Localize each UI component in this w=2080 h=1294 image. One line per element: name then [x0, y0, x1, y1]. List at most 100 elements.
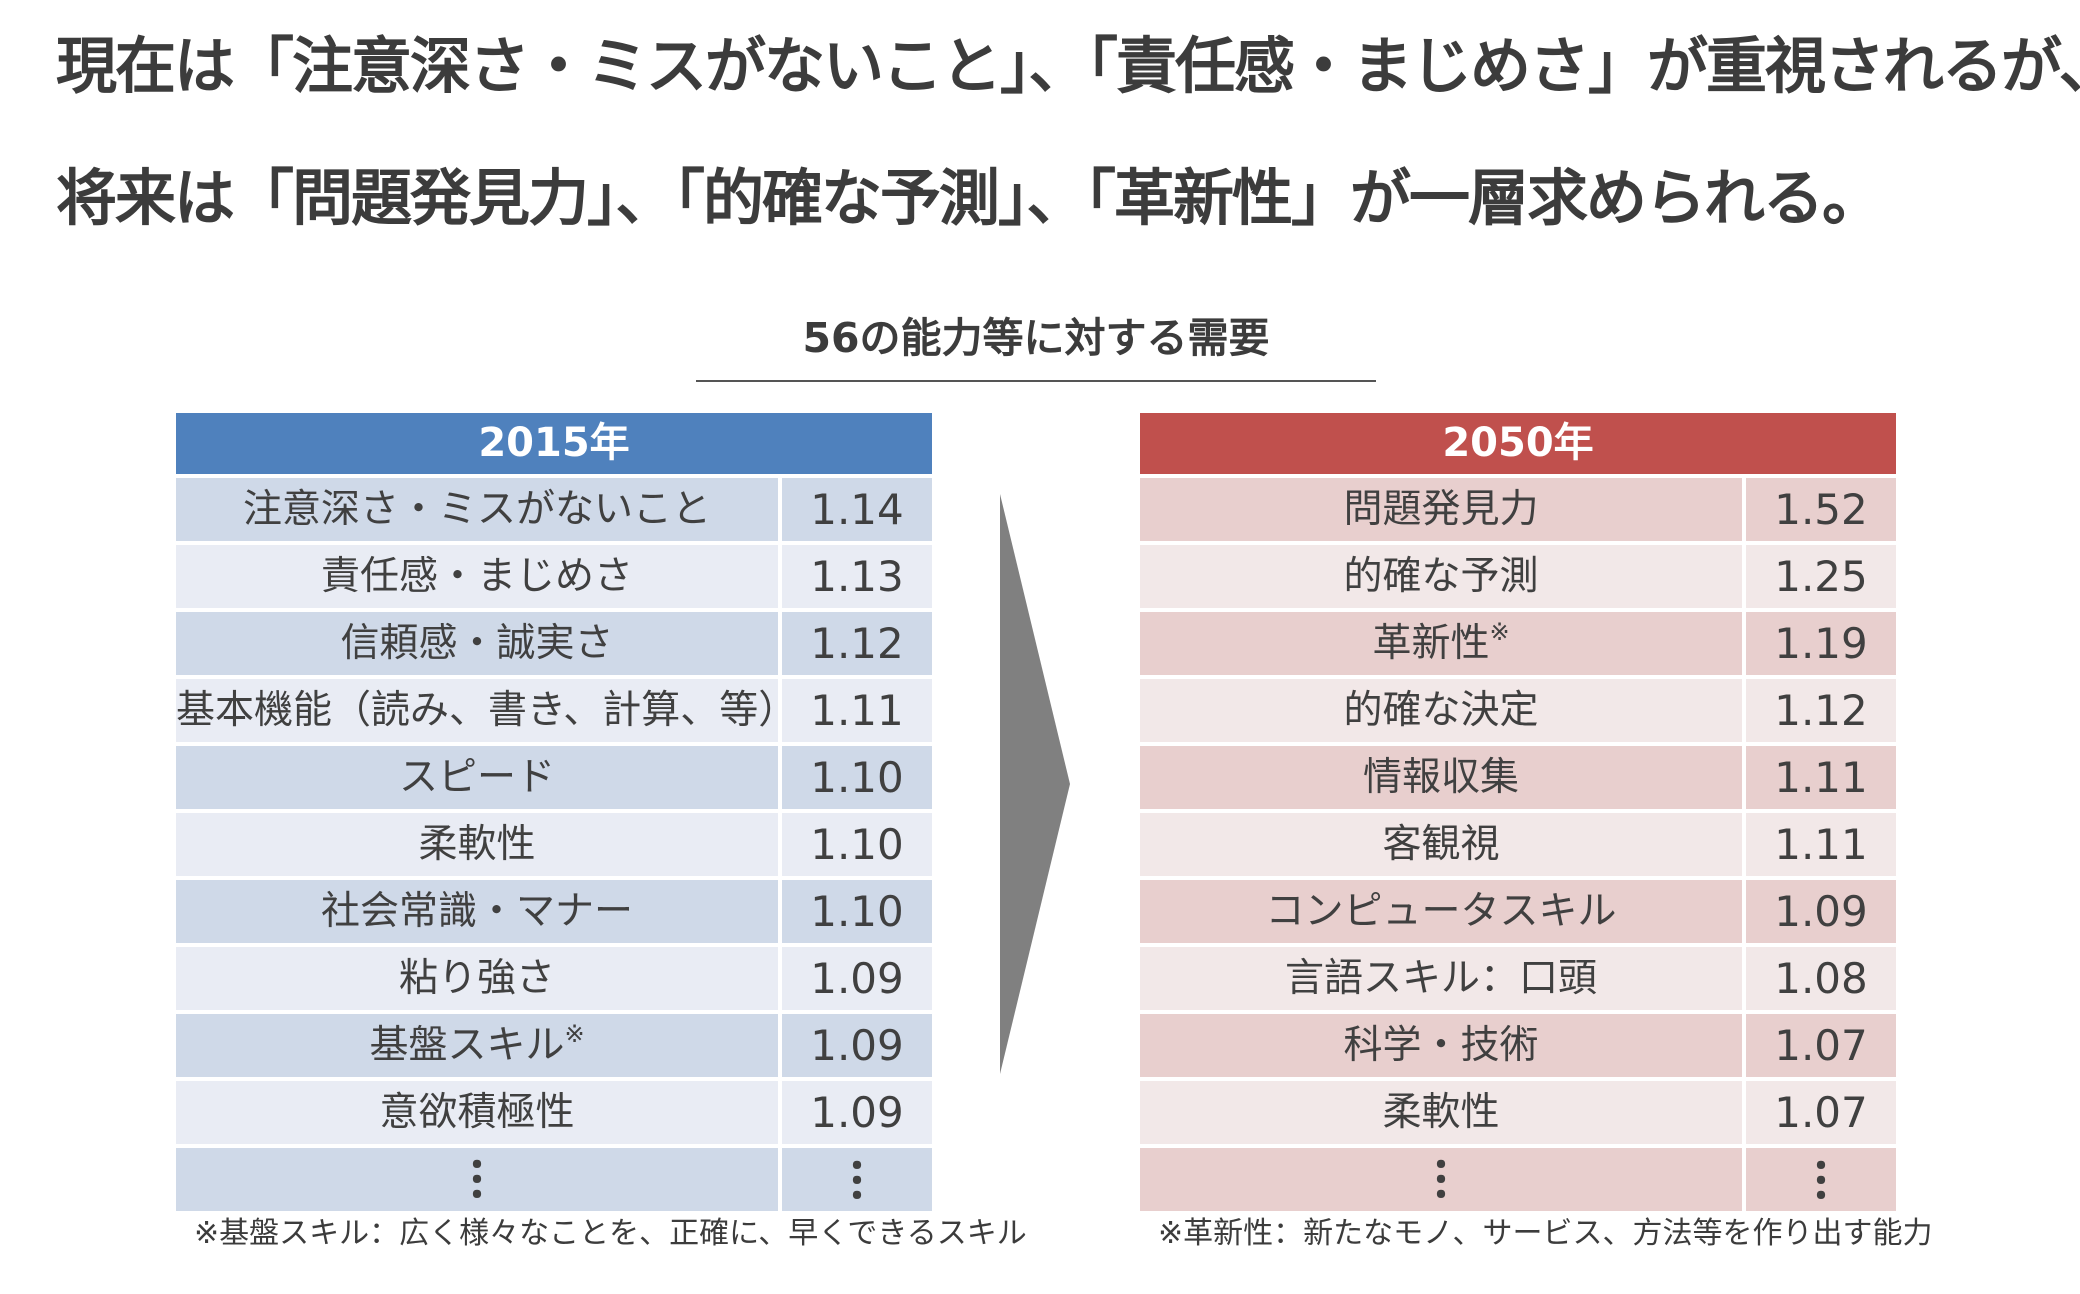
- row-label: スピード: [176, 746, 778, 809]
- table-2050-rows: 問題発見力 1.52 的確な予測 1.25 革新性※ 1.19 的確な決定 1.12 情報収集 1…: [1140, 478, 1896, 1217]
- headline-line-1: 現在は「注意深さ・ミスがないこと」、「責任感・まじめさ」が重視されるが、: [56, 31, 2080, 102]
- row-label-text: 革新性: [1372, 621, 1490, 666]
- footnote-2015: ※基盤スキル：広く様々なことを、正確に、早くできるスキル: [194, 1216, 1027, 1251]
- row-value: 1.11: [782, 679, 932, 742]
- row-value-text: 1.11: [1774, 753, 1868, 802]
- section-title-underline: [696, 380, 1376, 382]
- row-label-text: 言語スキル：口頭: [1284, 956, 1597, 1001]
- row-label: 情報収集: [1140, 746, 1742, 809]
- row-value-text: ・ ・ ・: [840, 1147, 874, 1217]
- table-row: 情報収集 1.11: [1140, 746, 1896, 809]
- footnote-mark: ※: [1489, 618, 1510, 646]
- row-value: 1.09: [782, 1081, 932, 1144]
- row-value-text: 1.11: [1774, 820, 1868, 869]
- table-row: 革新性※ 1.19: [1140, 612, 1896, 675]
- table-row: 客観視 1.11: [1140, 813, 1896, 876]
- row-label: ・ ・ ・: [176, 1148, 778, 1211]
- row-value-text: 1.14: [810, 485, 904, 534]
- row-value-text: 1.19: [1774, 619, 1868, 668]
- chevron-right-arrow-icon: [1000, 494, 1070, 1074]
- row-value: 1.10: [782, 813, 932, 876]
- row-label-text: 粘り強さ: [398, 956, 555, 1001]
- row-value-text: 1.07: [1774, 1021, 1868, 1070]
- row-label-text: 的確な決定: [1343, 688, 1539, 733]
- row-value-text: 1.11: [810, 686, 904, 735]
- row-label: 革新性※: [1140, 612, 1742, 675]
- row-value: 1.19: [1746, 612, 1896, 675]
- row-value-text: 1.07: [1774, 1088, 1868, 1137]
- row-label: 的確な予測: [1140, 545, 1742, 608]
- row-label-text: 基本機能（読み、書き、計算、等）: [176, 688, 778, 733]
- row-value: 1.11: [1746, 813, 1896, 876]
- row-label: 的確な決定: [1140, 679, 1742, 742]
- row-value-text: 1.08: [1774, 954, 1868, 1003]
- row-value-text: 1.09: [1774, 887, 1868, 936]
- row-label-text: 社会常識・マナー: [320, 889, 633, 934]
- row-value-text: 1.09: [810, 1021, 904, 1070]
- row-value-text: 1.10: [810, 820, 904, 869]
- row-label: 信頼感・誠実さ: [176, 612, 778, 675]
- table-row: 意欲積極性 1.09: [176, 1081, 932, 1144]
- row-label: 基本機能（読み、書き、計算、等）: [176, 679, 778, 742]
- row-value: 1.13: [782, 545, 932, 608]
- table-row: 基本機能（読み、書き、計算、等） 1.11: [176, 679, 932, 742]
- row-label-text: コンピュータスキル: [1265, 889, 1617, 934]
- table-row: 的確な予測 1.25: [1140, 545, 1896, 608]
- row-label-text: スピード: [398, 755, 555, 800]
- row-value-text: 1.13: [810, 552, 904, 601]
- row-value-text: 1.12: [810, 619, 904, 668]
- row-value: 1.25: [1746, 545, 1896, 608]
- headline-line-2: 将来は「問題発見力」、「的確な予測」、「革新性」が一層求められる。: [56, 163, 1883, 234]
- row-label-text: 注意深さ・ミスがないこと: [242, 487, 711, 532]
- row-value-text: 1.12: [1774, 686, 1868, 735]
- row-value: 1.10: [782, 746, 932, 809]
- row-label: コンピュータスキル: [1140, 880, 1742, 943]
- row-value-text: 1.25: [1774, 552, 1868, 601]
- table-row: 責任感・まじめさ 1.13: [176, 545, 932, 608]
- row-label-text: 基盤スキル: [369, 1023, 565, 1068]
- table-row: 粘り強さ 1.09: [176, 947, 932, 1010]
- row-label: 柔軟性: [1140, 1081, 1742, 1144]
- table-row: ・ ・ ・ ・ ・ ・: [176, 1147, 932, 1217]
- table-row: 柔軟性 1.10: [176, 813, 932, 876]
- row-label-text: ・ ・ ・: [460, 1148, 494, 1211]
- row-label-text: 客観視: [1382, 822, 1500, 867]
- footnote-mark: ※: [564, 1020, 585, 1048]
- section-title: 56の能力等に対する需要: [802, 314, 1270, 362]
- table-row: 信頼感・誠実さ 1.12: [176, 612, 932, 675]
- row-value: 1.08: [1746, 947, 1896, 1010]
- row-label-text: 柔軟性: [1382, 1090, 1500, 1135]
- table-row: コンピュータスキル 1.09: [1140, 880, 1896, 943]
- row-label-text: 信頼感・誠実さ: [340, 621, 614, 666]
- row-value-text: ・ ・ ・: [1804, 1147, 1838, 1217]
- table-2015-header: 2015年: [176, 413, 932, 474]
- row-label-text: 情報収集: [1362, 755, 1519, 800]
- row-value: 1.09: [782, 947, 932, 1010]
- row-label: 責任感・まじめさ: [176, 545, 778, 608]
- row-label-text: 問題発見力: [1343, 487, 1539, 532]
- row-label: 柔軟性: [176, 813, 778, 876]
- table-row: 言語スキル：口頭 1.08: [1140, 947, 1896, 1010]
- row-value: 1.12: [782, 612, 932, 675]
- table-row: 問題発見力 1.52: [1140, 478, 1896, 541]
- table-row: スピード 1.10: [176, 746, 932, 809]
- row-label: 科学・技術: [1140, 1014, 1742, 1077]
- row-value: ・ ・ ・: [1746, 1147, 1896, 1217]
- row-value: 1.10: [782, 880, 932, 943]
- row-label: 客観視: [1140, 813, 1742, 876]
- table-row: 科学・技術 1.07: [1140, 1014, 1896, 1077]
- row-value-text: 1.10: [810, 753, 904, 802]
- table-2015: 2015年 注意深さ・ミスがないこと 1.14 責任感・まじめさ 1.13 信頼感・誠実…: [176, 413, 932, 1217]
- row-value: 1.09: [782, 1014, 932, 1077]
- table-row: 社会常識・マナー 1.10: [176, 880, 932, 943]
- row-label-text: 科学・技術: [1343, 1023, 1539, 1068]
- row-value-text: 1.10: [810, 887, 904, 936]
- arrow-shape: [1000, 494, 1070, 1074]
- row-value: 1.07: [1746, 1014, 1896, 1077]
- row-label: 社会常識・マナー: [176, 880, 778, 943]
- row-value: ・ ・ ・: [782, 1147, 932, 1217]
- row-value-text: 1.52: [1774, 485, 1868, 534]
- row-value: 1.52: [1746, 478, 1896, 541]
- footnote-2050: ※革新性：新たなモノ、サービス、方法等を作り出す能力: [1158, 1216, 1933, 1251]
- row-value-text: 1.09: [810, 954, 904, 1003]
